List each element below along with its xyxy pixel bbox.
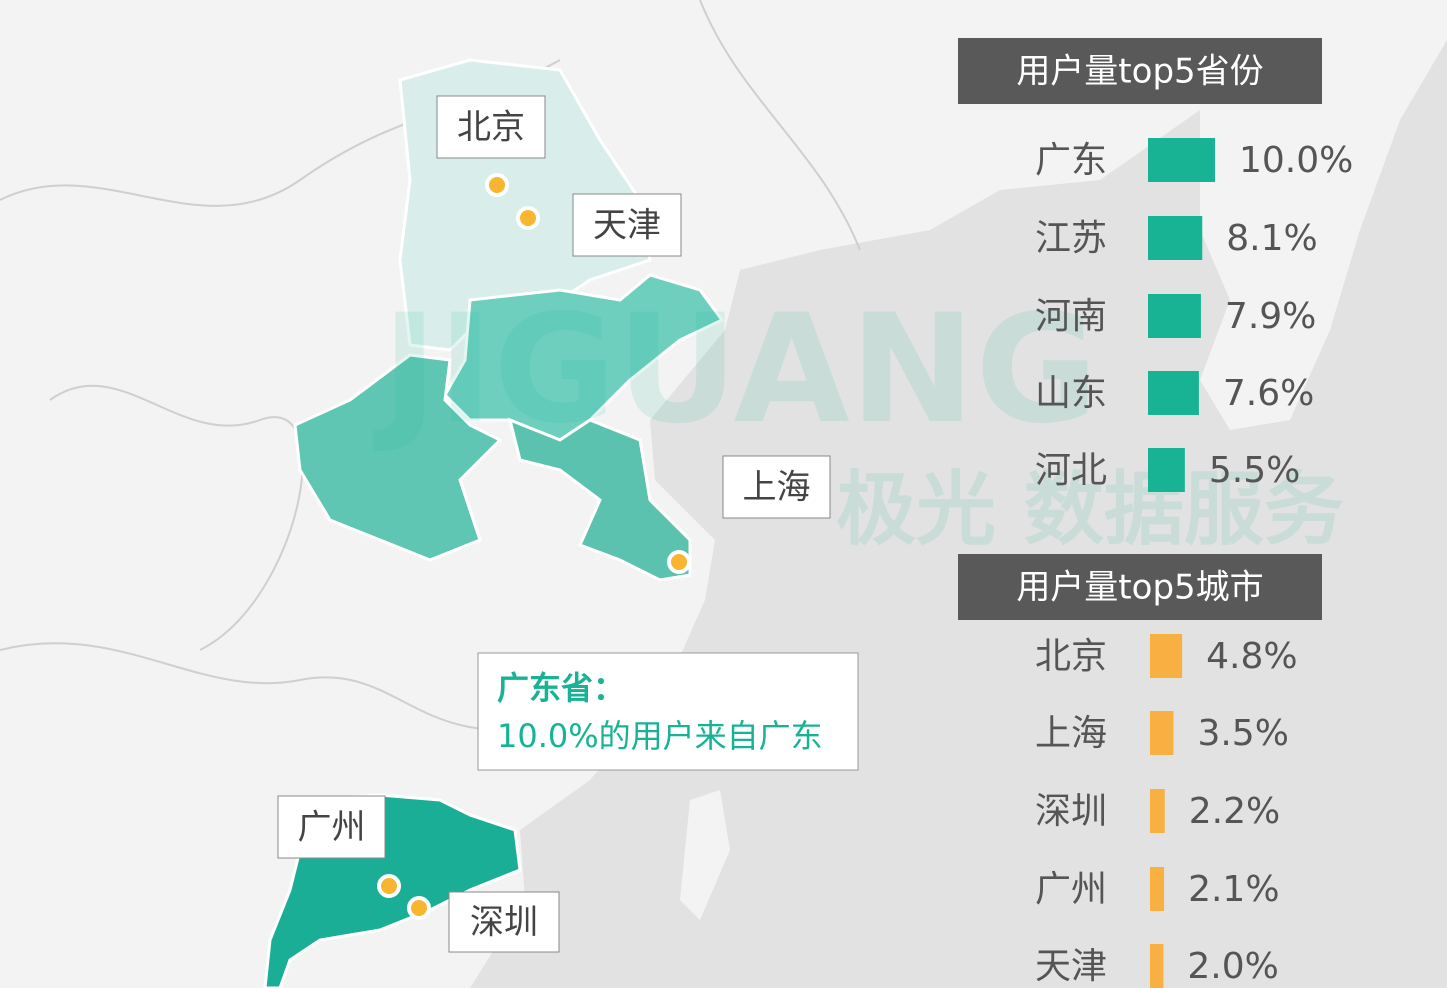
city-dot	[516, 206, 540, 230]
category-label: 天津	[1035, 946, 1107, 987]
value-label: 3.5%	[1197, 713, 1288, 754]
bar	[1150, 711, 1174, 755]
category-label: 河南	[1035, 296, 1107, 337]
henan	[293, 353, 503, 562]
bar	[1150, 634, 1183, 678]
label-box	[277, 795, 386, 859]
panel-title: 用户量top5省份	[1016, 52, 1263, 92]
category-label: 山东	[1035, 373, 1107, 414]
category-label: 上海	[1035, 713, 1107, 754]
category-label: 河北	[1035, 450, 1107, 491]
panel-title-box	[958, 38, 1322, 104]
value-label: 4.8%	[1206, 636, 1297, 677]
value-label: 2.1%	[1188, 869, 1279, 910]
city-dot	[407, 896, 431, 920]
city-dot	[377, 874, 401, 898]
map-label: 上海	[743, 468, 811, 508]
watermark-tagline: 极光 数据服务	[836, 463, 1344, 556]
city-dot	[667, 550, 691, 574]
bar	[1148, 216, 1203, 260]
value-label: 7.9%	[1225, 296, 1316, 337]
category-label: 广东	[1035, 140, 1107, 181]
category-label: 深圳	[1035, 791, 1107, 832]
value-label: 5.5%	[1209, 450, 1300, 491]
value-label: 8.1%	[1226, 218, 1317, 259]
watermark-brand: JIGUANG	[373, 283, 1099, 457]
city-dot	[485, 173, 509, 197]
korea	[1200, 0, 1447, 430]
label-box	[436, 95, 546, 159]
bar	[1148, 371, 1199, 415]
category-label: 北京	[1035, 636, 1107, 677]
category-label: 广州	[1035, 869, 1107, 910]
value-label: 7.6%	[1223, 373, 1314, 414]
label-box	[572, 193, 682, 257]
bar	[1148, 294, 1201, 338]
map-label: 天津	[593, 206, 661, 246]
bar	[1148, 448, 1185, 492]
callout-title: 广东省：	[497, 669, 625, 707]
value-label: 10.0%	[1239, 140, 1353, 181]
map-label: 北京	[457, 108, 525, 148]
label-box	[722, 455, 831, 519]
category-label: 江苏	[1035, 218, 1107, 259]
map-label: 深圳	[470, 903, 538, 943]
city-dots	[377, 173, 691, 920]
callout-box	[477, 652, 859, 771]
panel-title: 用户量top5城市	[1016, 568, 1263, 608]
border	[0, 642, 561, 731]
taiwan	[680, 790, 730, 920]
value-label: 2.0%	[1187, 946, 1278, 987]
jiangsu	[507, 417, 692, 582]
bar	[1150, 944, 1164, 988]
bar	[1150, 867, 1165, 911]
value-label: 2.2%	[1189, 791, 1280, 832]
border	[699, 0, 861, 251]
panel-title-box	[958, 554, 1322, 620]
label-box	[448, 891, 560, 953]
bar	[1150, 789, 1165, 833]
shandong	[443, 273, 725, 442]
map-label: 广州	[298, 808, 366, 848]
callout-text: 10.0%的用户来自广东	[497, 717, 823, 755]
borders	[0, 0, 861, 731]
border	[49, 384, 304, 651]
bar	[1148, 138, 1215, 182]
